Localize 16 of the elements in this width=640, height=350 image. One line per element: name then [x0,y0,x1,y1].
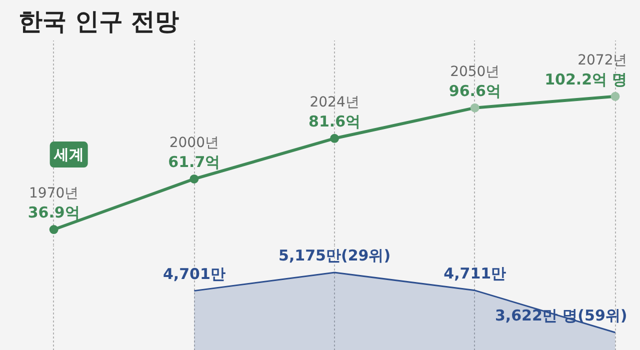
data-label: 36.9억 [28,204,80,222]
annotation: 2000년 [169,134,220,151]
data-label: 61.7억 [168,152,220,171]
chart-title: 한국 인구 전망 [18,8,180,36]
text: 2072년 [578,52,628,68]
annotation: 1970년 [29,186,79,202]
data-label: 5,175만(29위) [278,246,391,264]
text: 세계 [52,146,84,164]
data-label: 81.6억 [308,112,361,130]
text: 2050년 [450,64,500,80]
data-label: 96.6억 [448,82,501,100]
data-label: 3,622만 명(59위) [494,306,628,324]
data-label: 102.2억 명 [544,70,628,88]
data-label: 4,711만 [444,264,506,282]
data-label: 4,701만 [162,264,226,283]
annotation: 2024년 [310,94,360,110]
